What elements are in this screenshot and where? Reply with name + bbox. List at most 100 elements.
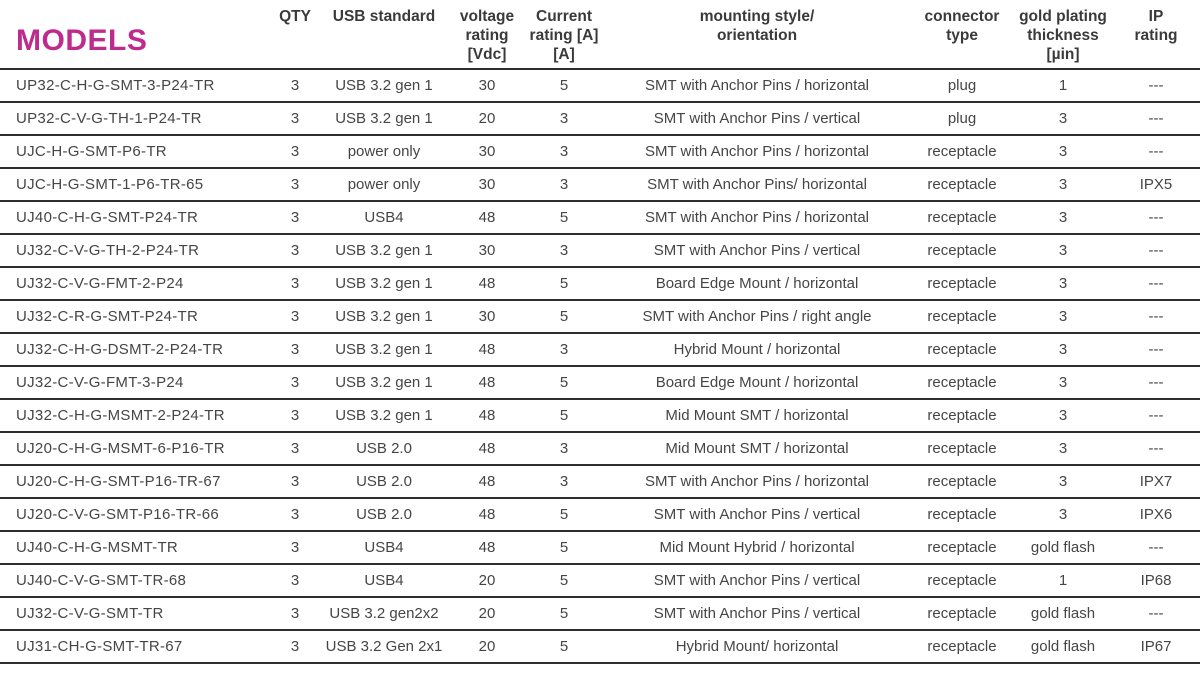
table-row: UJ20-C-V-G-SMT-P16-TR-66 3 USB 2.0 48 5 SMT w… xyxy=(0,498,1200,532)
cell-current: 5 xyxy=(524,498,604,532)
cell-current: 5 xyxy=(524,564,604,598)
cell-qty: 3 xyxy=(272,630,318,664)
cell-qty: 3 xyxy=(272,135,318,169)
cell-model: UJ20-C-H-G-MSMT-6-P16-TR xyxy=(0,432,272,466)
table-row: UJ20-C-H-G-SMT-P16-TR-67 3 USB 2.0 48 3 SMT w… xyxy=(0,465,1200,499)
cell-usb: USB 3.2 gen 1 xyxy=(318,267,450,301)
cell-current: 5 xyxy=(524,267,604,301)
column-header-gold-plating: gold plating thickness [µin] xyxy=(1014,0,1112,70)
cell-ip: IP67 xyxy=(1112,630,1200,664)
table-row: UJ32-C-V-G-TH-2-P24-TR 3 USB 3.2 gen 1 30 3 S… xyxy=(0,234,1200,268)
cell-mounting: SMT with Anchor Pins / horizontal xyxy=(604,69,910,103)
cell-qty: 3 xyxy=(272,531,318,565)
cell-ip: --- xyxy=(1112,69,1200,103)
cell-model: UJC-H-G-SMT-1-P6-TR-65 xyxy=(0,168,272,202)
cell-voltage: 48 xyxy=(450,333,524,367)
cell-mounting: SMT with Anchor Pins / horizontal xyxy=(604,201,910,235)
cell-connector: receptacle xyxy=(910,366,1014,400)
cell-usb: USB 3.2 Gen 2x1 xyxy=(318,630,450,664)
cell-gold: 3 xyxy=(1014,333,1112,367)
cell-qty: 3 xyxy=(272,399,318,433)
cell-connector: receptacle xyxy=(910,234,1014,268)
cell-usb: power only xyxy=(318,135,450,169)
cell-ip: IPX5 xyxy=(1112,168,1200,202)
cell-connector: receptacle xyxy=(910,630,1014,664)
cell-qty: 3 xyxy=(272,432,318,466)
cell-current: 3 xyxy=(524,102,604,136)
cell-gold: 1 xyxy=(1014,69,1112,103)
column-header-usb-standard: USB standard xyxy=(318,0,450,70)
cell-ip: --- xyxy=(1112,597,1200,631)
cell-current: 5 xyxy=(524,69,604,103)
cell-model: UJC-H-G-SMT-P6-TR xyxy=(0,135,272,169)
cell-connector: receptacle xyxy=(910,432,1014,466)
cell-gold: 3 xyxy=(1014,300,1112,334)
page-title: MODELS xyxy=(16,24,148,57)
cell-gold: 3 xyxy=(1014,102,1112,136)
cell-mounting: SMT with Anchor Pins / horizontal xyxy=(604,465,910,499)
cell-voltage: 30 xyxy=(450,234,524,268)
column-header-voltage-rating: voltage rating [Vdc] xyxy=(450,0,524,70)
column-header-ip-rating: IP rating xyxy=(1112,0,1200,70)
cell-connector: receptacle xyxy=(910,300,1014,334)
cell-current: 3 xyxy=(524,234,604,268)
cell-mounting: Hybrid Mount/ horizontal xyxy=(604,630,910,664)
cell-voltage: 48 xyxy=(450,498,524,532)
cell-voltage: 30 xyxy=(450,168,524,202)
cell-gold: gold flash xyxy=(1014,630,1112,664)
table-row: UJ32-C-R-G-SMT-P24-TR 3 USB 3.2 gen 1 30 5 SM… xyxy=(0,300,1200,334)
cell-current: 3 xyxy=(524,432,604,466)
cell-connector: receptacle xyxy=(910,201,1014,235)
table-header: MODELS QTY USB standard voltage rating [… xyxy=(0,0,1200,70)
cell-qty: 3 xyxy=(272,366,318,400)
cell-voltage: 48 xyxy=(450,201,524,235)
cell-qty: 3 xyxy=(272,300,318,334)
cell-voltage: 48 xyxy=(450,267,524,301)
cell-voltage: 30 xyxy=(450,135,524,169)
cell-ip: --- xyxy=(1112,366,1200,400)
cell-mounting: SMT with Anchor Pins / vertical xyxy=(604,597,910,631)
cell-model: UJ32-C-V-G-FMT-3-P24 xyxy=(0,366,272,400)
cell-qty: 3 xyxy=(272,333,318,367)
cell-model: UJ32-C-H-G-DSMT-2-P24-TR xyxy=(0,333,272,367)
cell-model: UJ32-C-V-G-FMT-2-P24 xyxy=(0,267,272,301)
cell-model: UJ32-C-H-G-MSMT-2-P24-TR xyxy=(0,399,272,433)
cell-current: 5 xyxy=(524,366,604,400)
cell-model: UJ32-C-V-G-SMT-TR xyxy=(0,597,272,631)
cell-gold: 3 xyxy=(1014,399,1112,433)
cell-model: UP32-C-V-G-TH-1-P24-TR xyxy=(0,102,272,136)
cell-gold: 3 xyxy=(1014,498,1112,532)
cell-current: 3 xyxy=(524,168,604,202)
cell-ip: --- xyxy=(1112,201,1200,235)
cell-ip: --- xyxy=(1112,234,1200,268)
cell-gold: 3 xyxy=(1014,234,1112,268)
cell-model: UJ20-C-V-G-SMT-P16-TR-66 xyxy=(0,498,272,532)
table-body: UP32-C-H-G-SMT-3-P24-TR 3 USB 3.2 gen 1 30 5… xyxy=(0,69,1200,664)
cell-usb: power only xyxy=(318,168,450,202)
cell-usb: USB 3.2 gen 1 xyxy=(318,333,450,367)
cell-connector: receptacle xyxy=(910,135,1014,169)
table-row: UJ32-C-V-G-SMT-TR 3 USB 3.2 gen2x2 20 5 SMT w… xyxy=(0,597,1200,631)
cell-usb: USB 3.2 gen 1 xyxy=(318,366,450,400)
cell-connector: receptacle xyxy=(910,333,1014,367)
cell-gold: 3 xyxy=(1014,267,1112,301)
cell-voltage: 20 xyxy=(450,597,524,631)
cell-ip: IP68 xyxy=(1112,564,1200,598)
table-row: UJ40-C-H-G-SMT-P24-TR 3 USB4 48 5 SMT with An… xyxy=(0,201,1200,235)
table-row: UJ20-C-H-G-MSMT-6-P16-TR 3 USB 2.0 48 3 Mid M… xyxy=(0,432,1200,466)
cell-voltage: 20 xyxy=(450,564,524,598)
cell-usb: USB 3.2 gen 1 xyxy=(318,102,450,136)
cell-mounting: SMT with Anchor Pins / vertical xyxy=(604,498,910,532)
cell-qty: 3 xyxy=(272,564,318,598)
cell-qty: 3 xyxy=(272,69,318,103)
cell-gold: 3 xyxy=(1014,201,1112,235)
cell-voltage: 48 xyxy=(450,531,524,565)
cell-connector: receptacle xyxy=(910,498,1014,532)
cell-mounting: SMT with Anchor Pins/ horizontal xyxy=(604,168,910,202)
table-row: UJ31-CH-G-SMT-TR-67 3 USB 3.2 Gen 2x1 20 5 Hy… xyxy=(0,630,1200,664)
cell-usb: USB 2.0 xyxy=(318,432,450,466)
cell-qty: 3 xyxy=(272,234,318,268)
cell-connector: receptacle xyxy=(910,531,1014,565)
models-table: MODELS QTY USB standard voltage rating [… xyxy=(0,0,1200,664)
cell-mounting: Board Edge Mount / horizontal xyxy=(604,366,910,400)
